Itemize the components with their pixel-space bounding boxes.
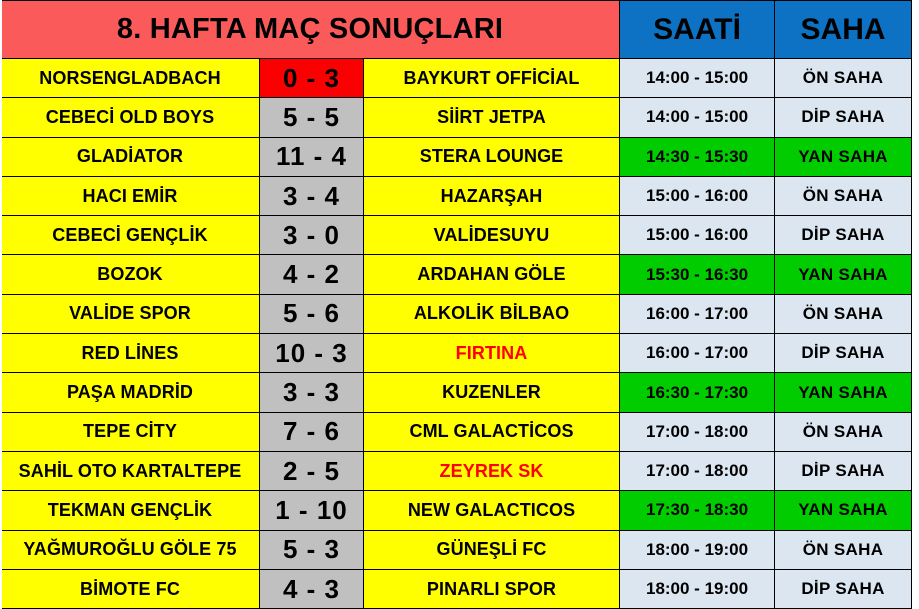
header-row: 8. HAFTA MAÇ SONUÇLARI SAATİ SAHA [0,0,913,59]
score-cell: 5 - 6 [259,293,364,335]
match-field-cell: YAN SAHA [774,372,913,413]
match-time-cell: 14:30 - 15:30 [619,136,776,177]
away-team-cell: CML GALACTİCOS [362,411,621,452]
home-team-cell: NORSENGLADBACH [0,57,260,99]
away-team-cell: ALKOLİK BİLBAO [362,293,621,335]
match-time-cell: 15:00 - 16:00 [619,215,776,256]
away-team-cell: NEW GALACTICOS [362,490,621,531]
away-team-cell: HAZARŞAH [362,175,621,217]
away-team-cell: ZEYREK SK [362,450,621,492]
column-header-field: SAHA [774,0,913,59]
table-header: 8. HAFTA MAÇ SONUÇLARI SAATİ SAHA [0,0,913,59]
score-cell: 1 - 10 [259,490,364,531]
match-time-cell: 18:00 - 19:00 [619,568,776,609]
away-team-cell: FIRTINA [362,333,621,374]
home-team-cell: BOZOK [0,254,260,295]
home-team-cell: SAHİL OTO KARTALTEPE [0,450,260,492]
match-time-cell: 16:30 - 17:30 [619,372,776,413]
away-team-cell: SİİRT JETPA [362,97,621,138]
score-cell: 5 - 5 [259,97,364,138]
home-team-cell: HACI EMİR [0,175,260,217]
match-field-cell: YAN SAHA [774,490,913,531]
match-field-cell: DİP SAHA [774,97,913,138]
table-row: TEKMAN GENÇLİK 1 - 10 NEW GALACTICOS 17:30 … [0,490,913,531]
away-team-cell: BAYKURT OFFİCİAL [362,57,621,99]
score-cell: 10 - 3 [259,333,364,374]
away-team-cell: PINARLI SPOR [362,568,621,609]
table-body: NORSENGLADBACH 0 - 3 BAYKURT OFFİCİAL 14:00… [0,57,913,609]
column-header-time: SAATİ [619,0,776,59]
table-row: NORSENGLADBACH 0 - 3 BAYKURT OFFİCİAL 14:00… [0,57,913,99]
home-team-cell: YAĞMUROĞLU GÖLE 75 [0,529,260,570]
score-cell: 3 - 0 [259,215,364,256]
match-field-cell: ÖN SAHA [774,411,913,452]
home-team-cell: CEBECİ OLD BOYS [0,97,260,138]
score-cell: 4 - 3 [259,568,364,609]
home-team-cell: BİMOTE FC [0,568,260,609]
match-time-cell: 16:00 - 17:00 [619,293,776,335]
away-team-cell: STERA LOUNGE [362,136,621,177]
table-row: VALİDE SPOR 5 - 6 ALKOLİK BİLBAO 16:00 - 17… [0,293,913,335]
score-cell: 0 - 3 [259,57,364,99]
table-row: BOZOK 4 - 2 ARDAHAN GÖLE 15:30 - 16:30 YAN S… [0,254,913,295]
match-field-cell: ÖN SAHA [774,293,913,335]
score-cell: 7 - 6 [259,411,364,452]
match-field-cell: YAN SAHA [774,136,913,177]
score-cell: 5 - 3 [259,529,364,570]
match-time-cell: 15:00 - 16:00 [619,175,776,217]
match-time-cell: 15:30 - 16:30 [619,254,776,295]
home-team-cell: TEPE CİTY [0,411,260,452]
table-row: SAHİL OTO KARTALTEPE 2 - 5 ZEYREK SK 17:00 … [0,450,913,492]
match-time-cell: 14:00 - 15:00 [619,57,776,99]
match-field-cell: DİP SAHA [774,333,913,374]
table-row: YAĞMUROĞLU GÖLE 75 5 - 3 GÜNEŞLİ FC 18:00 -… [0,529,913,570]
table-row: CEBECİ GENÇLİK 3 - 0 VALİDESUYU 15:00 - 16:… [0,215,913,256]
match-time-cell: 17:00 - 18:00 [619,411,776,452]
match-time-cell: 18:00 - 19:00 [619,529,776,570]
home-team-cell: CEBECİ GENÇLİK [0,215,260,256]
table-row: PAŞA MADRİD 3 - 3 KUZENLER 16:30 - 17:30 YAN… [0,372,913,413]
home-team-cell: RED LİNES [0,333,260,374]
match-field-cell: ÖN SAHA [774,57,913,99]
match-time-cell: 14:00 - 15:00 [619,97,776,138]
table-row: RED LİNES 10 - 3 FIRTINA 16:00 - 17:00 DİP S… [0,333,913,374]
score-cell: 3 - 4 [259,175,364,217]
away-team-cell: GÜNEŞLİ FC [362,529,621,570]
table-row: BİMOTE FC 4 - 3 PINARLI SPOR 18:00 - 19:00 D… [0,568,913,609]
home-team-cell: PAŞA MADRİD [0,372,260,413]
away-team-cell: KUZENLER [362,372,621,413]
away-team-cell: ARDAHAN GÖLE [362,254,621,295]
match-time-cell: 17:00 - 18:00 [619,450,776,492]
table-row: CEBECİ OLD BOYS 5 - 5 SİİRT JETPA 14:00 - 1… [0,97,913,138]
away-team-cell: VALİDESUYU [362,215,621,256]
score-cell: 2 - 5 [259,450,364,492]
table-row: HACI EMİR 3 - 4 HAZARŞAH 15:00 - 16:00 ÖN SA… [0,175,913,217]
match-field-cell: ÖN SAHA [774,529,913,570]
table-row: GLADİATOR 11 - 4 STERA LOUNGE 14:30 - 15:30… [0,136,913,177]
page-title: 8. HAFTA MAÇ SONUÇLARI [0,0,621,59]
match-field-cell: DİP SAHA [774,568,913,609]
match-time-cell: 17:30 - 18:30 [619,490,776,531]
match-field-cell: DİP SAHA [774,450,913,492]
home-team-cell: GLADİATOR [0,136,260,177]
score-cell: 11 - 4 [259,136,364,177]
score-cell: 3 - 3 [259,372,364,413]
match-field-cell: ÖN SAHA [774,175,913,217]
match-time-cell: 16:00 - 17:00 [619,333,776,374]
score-cell: 4 - 2 [259,254,364,295]
home-team-cell: TEKMAN GENÇLİK [0,490,260,531]
home-team-cell: VALİDE SPOR [0,293,260,335]
match-field-cell: YAN SAHA [774,254,913,295]
match-field-cell: DİP SAHA [774,215,913,256]
table-row: TEPE CİTY 7 - 6 CML GALACTİCOS 17:00 - 18:0… [0,411,913,452]
